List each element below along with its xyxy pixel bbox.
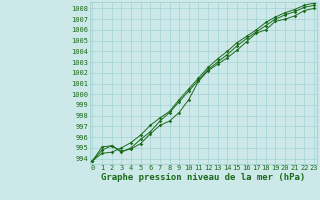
X-axis label: Graphe pression niveau de la mer (hPa): Graphe pression niveau de la mer (hPa) — [101, 173, 305, 182]
